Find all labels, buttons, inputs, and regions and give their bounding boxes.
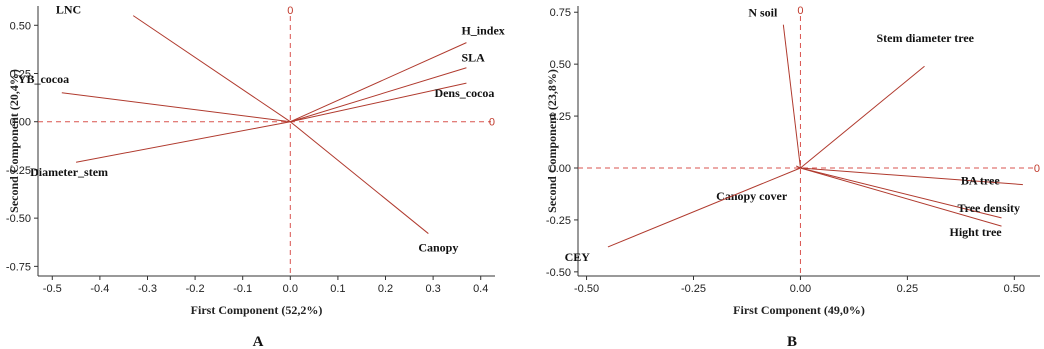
- vector-line: [290, 82, 467, 123]
- y-tick-label: 0.25: [550, 111, 571, 123]
- x-tick-label: -0.50: [574, 283, 599, 295]
- vector-label: SLA: [461, 51, 485, 65]
- x-tick-label: 0.50: [1004, 283, 1025, 295]
- x-tick-label: 0.2: [378, 283, 393, 295]
- vector-label: Stem diameter tree: [877, 31, 975, 45]
- vector-label: YB_cocoa: [18, 72, 69, 86]
- y-tick-label: -0.25: [6, 165, 31, 177]
- vector-line: [607, 167, 801, 248]
- horizontal-zero-label: 0: [1034, 163, 1040, 175]
- x-tick-label: 0.0: [283, 283, 298, 295]
- vector-line: [782, 24, 801, 169]
- vector-label: Canopy cover: [716, 189, 788, 203]
- x-tick-label: -0.4: [90, 283, 109, 295]
- y-tick-label: -0.50: [6, 213, 31, 225]
- y-tick-label: -0.50: [546, 267, 571, 279]
- y-tick-label: 0.00: [550, 163, 571, 175]
- vector-line: [289, 121, 429, 234]
- x-tick-label: 0.3: [425, 283, 440, 295]
- vector-label: Canopy: [418, 241, 458, 255]
- vertical-zero-label: 0: [287, 5, 293, 17]
- x-tick-label: 0.1: [330, 283, 345, 295]
- x-tick-label: -0.2: [186, 283, 205, 295]
- vector-label: Tree density: [958, 201, 1021, 215]
- biplot-panel-a: -0.5 -0.4 -0.3 -0.2 -0.1 0.0 0.1 0.2 0.3 0.4 -0.75…: [6, 3, 505, 349]
- y-tick-label: 0.50: [10, 20, 31, 32]
- y-tick-label: -0.75: [6, 261, 31, 273]
- y-tick-label: 0.00: [10, 117, 31, 129]
- vector-label: N soil: [748, 6, 778, 20]
- y-axis-title: Second Component (23,8%): [545, 69, 559, 213]
- vector-label: Dens_cocoa: [434, 86, 494, 100]
- x-tick-label: -0.3: [138, 283, 157, 295]
- vector-line: [800, 167, 1002, 227]
- x-axis-title: First Component (49,0%): [733, 303, 865, 317]
- x-tick-label: 0.4: [473, 283, 488, 295]
- vertical-zero-label: 0: [797, 5, 803, 17]
- vector-line: [290, 42, 467, 123]
- vector-line: [800, 65, 925, 169]
- y-axis-title: Second Component (20,4%): [7, 69, 21, 213]
- x-tick-label: 0.25: [897, 283, 918, 295]
- vector-label: LNC: [56, 3, 81, 17]
- vector-label: CEY: [565, 250, 591, 264]
- vector-label: Diameter_stem: [30, 165, 108, 179]
- y-tick-label: -0.25: [546, 215, 571, 227]
- vector-line: [795, 165, 801, 169]
- vector-line: [800, 167, 1023, 186]
- y-tick-label: 0.75: [550, 7, 571, 19]
- biplot-panel-b: -0.50 -0.25 0.00 0.25 0.50 -0.50 -0.25 0.00 0.25…: [545, 5, 1040, 349]
- vector-line: [61, 92, 291, 123]
- panel-label: A: [253, 334, 264, 349]
- vector-line: [75, 121, 291, 163]
- vector-line: [132, 15, 291, 123]
- panel-label: B: [787, 334, 797, 349]
- y-tick-label: 0.50: [550, 59, 571, 71]
- x-tick-label: 0.00: [790, 283, 811, 295]
- x-tick-label: -0.5: [43, 283, 62, 295]
- x-tick-label: -0.25: [681, 283, 706, 295]
- vector-line: [800, 167, 1002, 219]
- x-axis-title: First Component (52,2%): [191, 303, 323, 317]
- vector-label: BA tree: [961, 174, 1000, 188]
- x-tick-label: -0.1: [233, 283, 252, 295]
- y-tick-label: 0.25: [10, 69, 31, 81]
- vector-label: Hight tree: [950, 225, 1003, 239]
- vector-line: [290, 67, 467, 123]
- vector-label: H_index: [461, 24, 504, 38]
- horizontal-zero-label: 0: [489, 117, 495, 129]
